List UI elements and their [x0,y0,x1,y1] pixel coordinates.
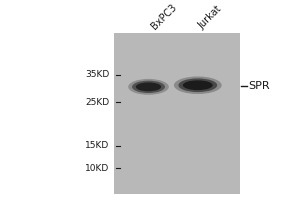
Text: SPR: SPR [248,81,270,91]
Ellipse shape [136,82,161,91]
Text: 25KD: 25KD [85,98,110,107]
Ellipse shape [174,76,222,94]
Text: 15KD: 15KD [85,141,110,150]
Ellipse shape [132,81,165,93]
Ellipse shape [178,78,217,92]
Text: Jurkat: Jurkat [197,4,224,31]
Ellipse shape [183,80,213,90]
Text: 35KD: 35KD [85,70,110,79]
Ellipse shape [128,79,169,95]
Bar [114,33,240,194]
Text: 10KD: 10KD [85,164,110,173]
Text: BxPC3: BxPC3 [149,2,178,31]
